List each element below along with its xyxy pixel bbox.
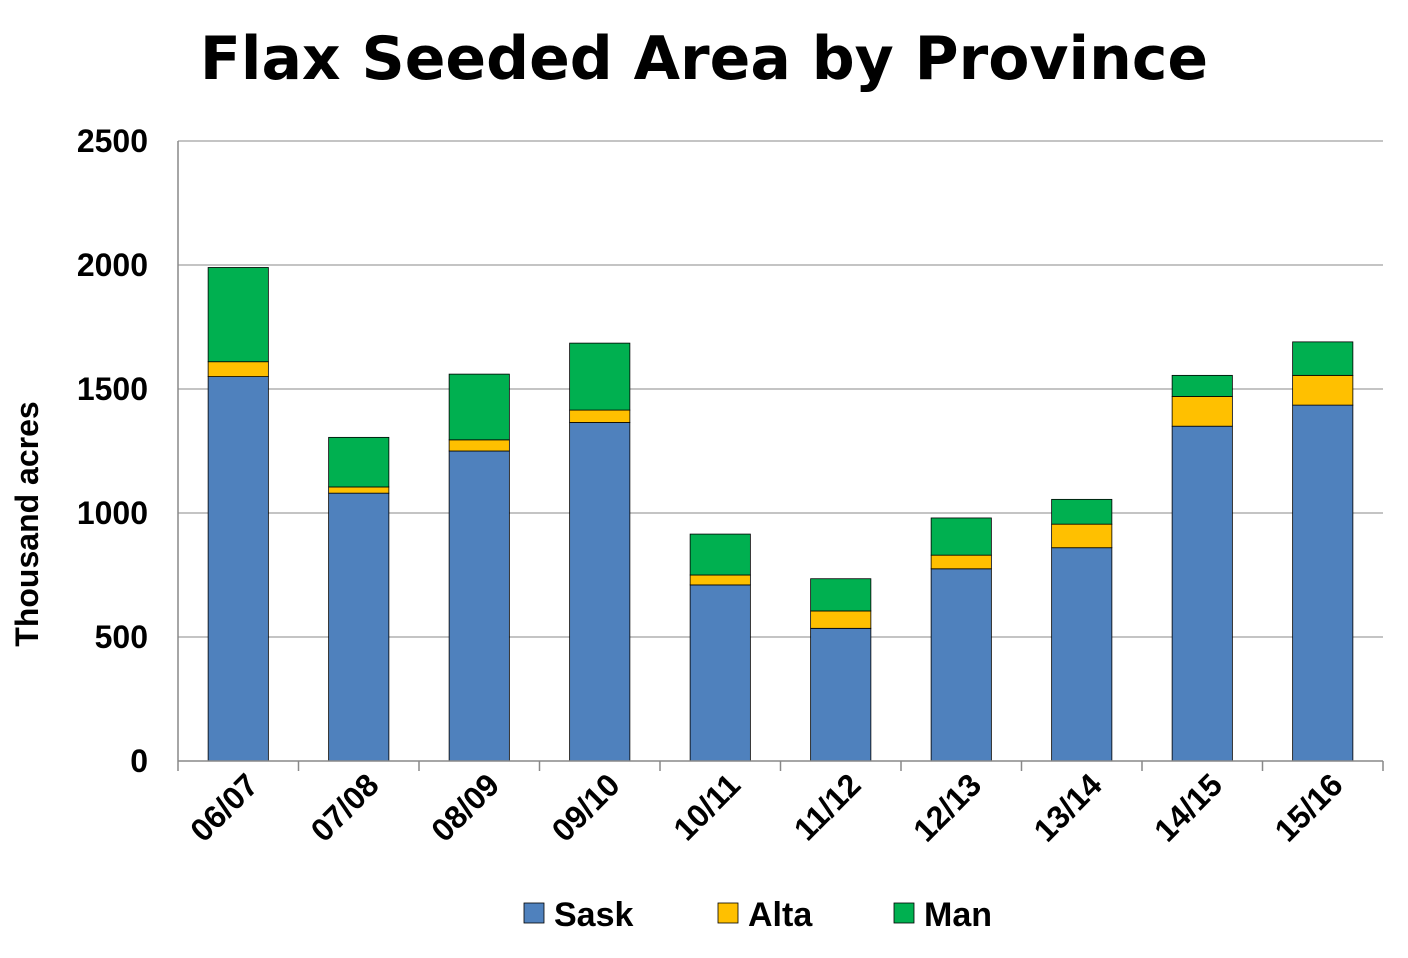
y-tick-label: 0 <box>130 743 148 779</box>
x-tick-label: 13/14 <box>1027 766 1109 848</box>
bar-sask-15-16 <box>1292 404 1354 762</box>
bar-sask-06-07 <box>207 376 269 762</box>
bar-alta-09-10 <box>569 409 631 423</box>
bar-man-07-08 <box>328 436 390 488</box>
x-tick-label: 10/11 <box>666 766 747 847</box>
bar-sask-07-08 <box>328 492 390 762</box>
x-tick-label: 15/16 <box>1268 766 1350 848</box>
x-tick-label: 08/09 <box>424 766 506 848</box>
bar-sask-09-10 <box>569 422 631 762</box>
x-tick-label: 07/08 <box>304 766 386 848</box>
legend-label-sask: Sask <box>554 896 633 934</box>
axes <box>177 141 1384 771</box>
bar-sask-13-14 <box>1051 547 1113 762</box>
bar-man-15-16 <box>1292 341 1354 376</box>
x-tick-label: 12/13 <box>906 766 988 848</box>
bars <box>207 267 1354 762</box>
bar-sask-14-15 <box>1171 425 1233 762</box>
legend-swatch-man <box>893 902 915 924</box>
bar-man-09-10 <box>569 342 631 411</box>
bar-sask-10-11 <box>689 584 751 762</box>
legend-label-man: Man <box>924 896 992 934</box>
bar-alta-14-15 <box>1171 396 1233 427</box>
bar-alta-15-16 <box>1292 374 1354 406</box>
bar-man-14-15 <box>1171 374 1233 397</box>
bar-man-13-14 <box>1051 498 1113 525</box>
y-axis-label: Thousand acres <box>9 401 45 646</box>
y-tick-labels: 0 500 1000 1500 2000 2500 <box>77 123 148 779</box>
y-tick-label: 2500 <box>77 123 148 159</box>
x-tick-label: 11/12 <box>787 766 868 847</box>
bar-man-10-11 <box>689 533 751 576</box>
bar-alta-10-11 <box>689 574 751 586</box>
bar-sask-11-12 <box>810 627 872 762</box>
x-tick-label: 09/10 <box>545 766 627 848</box>
x-tick-label: 06/07 <box>183 766 265 848</box>
bar-alta-06-07 <box>207 361 269 378</box>
y-tick-label: 500 <box>95 619 148 655</box>
legend-swatch-alta <box>717 902 739 924</box>
bar-alta-13-14 <box>1051 523 1113 549</box>
legend: Sask Alta Man <box>523 896 992 934</box>
x-tick-labels: 06/07 07/08 08/09 09/10 10/11 11/12 12/13 13/14… <box>183 766 1350 848</box>
bar-man-11-12 <box>810 578 872 612</box>
bar-alta-07-08 <box>328 486 390 494</box>
bar-sask-12-13 <box>930 568 992 762</box>
legend-swatch-sask <box>523 902 545 924</box>
bar-alta-11-12 <box>810 610 872 629</box>
bar-man-12-13 <box>930 517 992 556</box>
bar-sask-08-09 <box>448 450 510 762</box>
bar-man-08-09 <box>448 373 510 441</box>
y-tick-label: 1000 <box>77 495 148 531</box>
x-tick-label: 14/15 <box>1147 766 1229 848</box>
legend-label-alta: Alta <box>748 896 813 934</box>
y-tick-label: 1500 <box>77 371 148 407</box>
bar-alta-08-09 <box>448 439 510 452</box>
y-tick-label: 2000 <box>77 247 148 283</box>
bar-alta-12-13 <box>930 554 992 570</box>
chart-title: Flax Seeded Area by Province <box>200 24 1208 94</box>
bar-man-06-07 <box>207 267 269 363</box>
